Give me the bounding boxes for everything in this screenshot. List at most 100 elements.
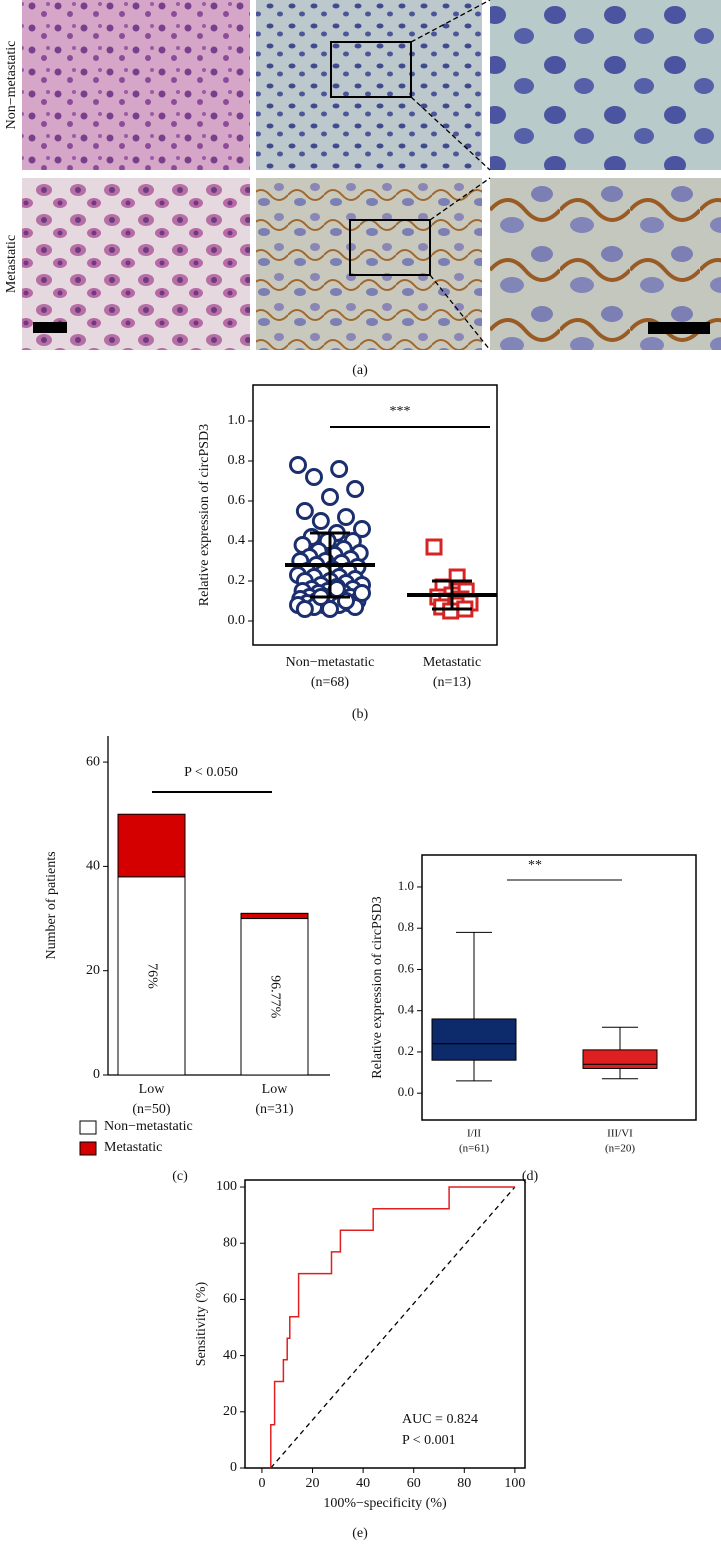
y-tick-label: 0 [93,1067,100,1082]
micrograph [256,178,482,350]
y-axis-label: Sensitivity (%) [194,1281,209,1366]
y-tick-label: 1.0 [398,878,414,893]
y-tick-label: 0.4 [398,1002,415,1017]
significance-label: P < 0.050 [184,765,238,780]
data-point [353,520,371,538]
x-tick-label: III/VI [607,1128,633,1140]
y-tick-label: 40 [223,1348,237,1363]
x-tick-label: Metastatic [423,655,481,670]
data-point [327,580,346,598]
panel-caption: (c) [172,1169,188,1184]
y-tick-label: 0.0 [398,1084,414,1099]
significance-label: ** [528,858,542,873]
y-tick-label: 0.0 [228,613,246,628]
y-tick-label: 100 [216,1179,237,1194]
x-tick-label: 40 [356,1476,370,1491]
legend-label: Metastatic [104,1140,162,1155]
y-tick-label: 40 [86,859,100,874]
data-point [295,502,314,520]
scale-bar [33,322,67,333]
data-point [295,600,314,618]
x-tick-label: I/II [467,1128,481,1140]
reference-diagonal [270,1186,516,1469]
annotation: P < 0.001 [402,1433,456,1448]
y-tick-label: 0.6 [228,493,246,508]
y-axis-label: Relative expression of circPSD3 [370,896,385,1078]
x-tick-note: (n=13) [433,675,472,690]
y-tick-label: 1.0 [228,413,246,428]
x-tick-note: (n=50) [132,1102,171,1117]
plot-frame [252,384,498,646]
y-axis-label: Number of patients [44,851,59,959]
y-tick-label: 80 [223,1235,237,1250]
panel-caption: (d) [522,1169,539,1184]
data-point [425,538,443,556]
data-point [289,456,307,474]
segment-label: 96.77% [267,975,282,1019]
y-tick-label: 60 [223,1292,237,1307]
micrograph [256,0,482,170]
y-tick-label: 0.8 [228,453,246,468]
box [582,1049,658,1069]
y-tick-label: 0 [230,1460,237,1475]
micrograph [490,0,721,170]
x-tick-label: Non−metastatic [286,655,375,670]
legend-label: Non−metastatic [104,1119,193,1134]
inset-box [330,41,412,98]
y-tick-label: 0.8 [398,919,414,934]
x-tick-label: 60 [407,1476,421,1491]
y-tick-label: 0.4 [228,533,246,548]
data-point [321,600,339,618]
roc-curve [270,1186,515,1468]
bar-segment [240,918,309,1076]
y-tick-label: 0.2 [228,573,246,588]
panel-caption: (b) [352,707,369,722]
data-point [337,508,355,526]
significance-label: *** [390,404,411,419]
data-point [305,468,323,486]
data-point [353,584,371,602]
x-tick-label: Low [262,1082,289,1097]
x-tick-note: (n=20) [605,1143,635,1155]
x-tick-note: (n=68) [311,675,350,690]
data-point [330,460,349,478]
y-axis-label: Relative expression of circPSD3 [197,424,212,606]
panel-a: Non−metastatic Metastatic (a) [4,0,721,378]
x-tick-note: (n=61) [459,1143,489,1155]
y-tick-label: 20 [86,963,100,978]
annotation: AUC = 0.824 [402,1412,478,1427]
micrograph [22,178,250,350]
data-point [311,512,330,530]
y-tick-label: 60 [86,754,100,769]
y-tick-label: 0.6 [398,960,415,975]
scale-bar [648,322,710,334]
data-point [321,488,339,506]
inset-box [349,219,431,276]
bar-segment [240,912,309,920]
panel-caption: (e) [352,1526,368,1541]
legend-swatch [79,1141,97,1156]
micrograph [490,178,721,350]
x-tick-label: Low [139,1082,166,1097]
segment-label: 76% [144,963,159,989]
box [431,1018,517,1061]
row-label: Metastatic [4,235,19,293]
plot-frame [244,1179,526,1469]
data-point [346,480,365,498]
y-tick-label: 0.2 [398,1043,414,1058]
y-tick-label: 20 [223,1404,237,1419]
panel-caption: (a) [352,363,368,378]
x-tick-label: 100 [504,1476,525,1491]
micrograph [22,0,250,170]
plot-frame [421,854,697,1121]
bar-segment [117,813,186,878]
x-axis-label: 100%−specificity (%) [323,1496,447,1511]
x-tick-label: 0 [258,1476,265,1491]
legend-swatch [79,1120,97,1135]
x-tick-label: 80 [457,1476,471,1491]
row-label: Non−metastatic [4,41,19,130]
x-tick-note: (n=31) [255,1102,294,1117]
zoom-lines [410,0,491,351]
x-tick-label: 20 [306,1476,320,1491]
